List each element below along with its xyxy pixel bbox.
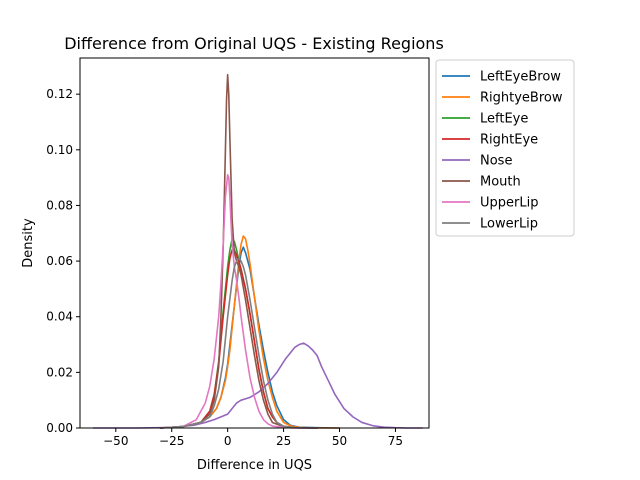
x-axis-label: Difference in UQS [197, 458, 312, 473]
legend-label: LeftEyeBrow [480, 70, 561, 85]
x-tick-label: 50 [332, 434, 347, 448]
y-tick-label: 0.12 [46, 87, 73, 101]
y-tick-label: 0.08 [46, 198, 73, 212]
legend-label: LeftEye [480, 112, 528, 127]
legend: LeftEyeBrow RightyeBrow LeftEye RightEye Nos… [435, 59, 575, 237]
series-line-upperlip [159, 174, 318, 429]
y-axis-label: Density [21, 218, 36, 268]
x-tick-label: −50 [103, 434, 128, 448]
series-line-lefteyebrow [159, 246, 341, 429]
legend-label: Nose [480, 154, 512, 169]
x-axis-ticks: −50 −25 0 25 50 75 [103, 428, 403, 448]
series-line-rightyebrow [159, 235, 341, 429]
legend-label: Mouth [480, 175, 521, 190]
legend-label: UpperLip [480, 196, 538, 211]
y-tick-label: 0.10 [46, 143, 73, 157]
series-line-nose [92, 342, 424, 429]
x-tick-label: 75 [388, 434, 403, 448]
y-tick-label: 0.00 [46, 421, 73, 435]
legend-box [435, 59, 575, 237]
y-tick-label: 0.02 [46, 365, 73, 379]
series-line-lowerlip [159, 257, 318, 429]
legend-label: LowerLip [480, 217, 538, 232]
chart-title: Difference from Original UQS - Existing … [64, 34, 444, 53]
y-axis-ticks: 0.00 0.02 0.04 0.06 0.08 0.10 0.12 [46, 87, 80, 435]
legend-label: RightyeBrow [480, 91, 563, 106]
y-tick-label: 0.04 [46, 310, 73, 324]
x-tick-label: 25 [276, 434, 291, 448]
plot-area [92, 73, 424, 429]
plot-frame [79, 57, 430, 429]
legend-label: RightEye [480, 133, 538, 148]
x-tick-label: −25 [159, 434, 184, 448]
x-tick-label: 0 [224, 434, 232, 448]
series-line-mouth [159, 73, 318, 429]
y-tick-label: 0.06 [46, 254, 73, 268]
